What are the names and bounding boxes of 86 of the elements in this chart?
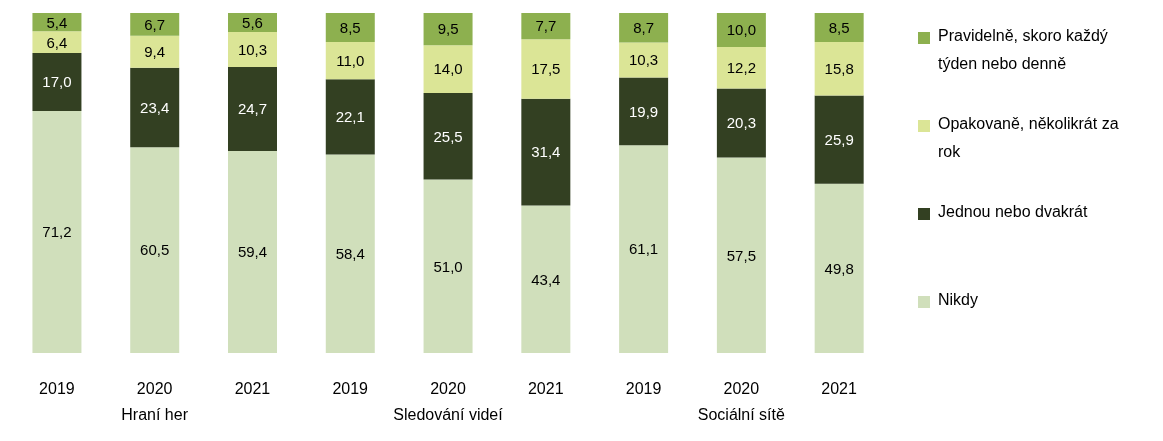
text: Hraní her	[120, 406, 189, 424]
bar	[423, 13, 473, 46]
x-tick-label: 2020	[723, 380, 760, 398]
x-tick-label: 2020	[136, 380, 173, 398]
x-tick-label: 2020	[430, 380, 466, 398]
bar	[325, 79, 375, 155]
bar	[521, 98, 571, 206]
x-tick-label: 2021	[234, 380, 271, 398]
bar	[521, 39, 571, 99]
bar	[130, 147, 180, 353]
data-label: 10,0	[726, 21, 756, 39]
bar	[619, 42, 669, 78]
x-tick-label: 2019	[625, 380, 662, 398]
data-label: 9,4	[144, 43, 166, 61]
data-label: 19,9	[629, 102, 659, 120]
data-label: 10,3	[237, 40, 268, 58]
data-label: 31,4	[531, 143, 561, 161]
legend-label: Opakovaně, několikrát za rok	[938, 114, 1120, 162]
x-tick-label: 2019	[332, 380, 369, 398]
bar	[423, 179, 473, 353]
bar	[228, 151, 277, 353]
legend-label: Nikdy	[938, 290, 979, 310]
data-label: 15,8	[824, 60, 854, 78]
data-label: 17,0	[42, 73, 72, 91]
data-label: 17,5	[531, 60, 561, 78]
bar	[423, 45, 473, 93]
text: Sledování videí	[392, 406, 504, 424]
data-label: 23,4	[140, 98, 170, 116]
data-label: 12,2	[726, 59, 756, 77]
bar	[32, 53, 82, 111]
data-label: 25,5	[433, 127, 463, 145]
bar	[130, 13, 180, 36]
bar	[130, 35, 180, 68]
data-label: 43,4	[531, 270, 561, 288]
bar	[619, 13, 669, 43]
data-label: 7,7	[535, 17, 557, 35]
bar	[716, 88, 766, 158]
legend-label: Pravidelně, skoro každý týden nebo denně	[938, 26, 1109, 74]
bar	[814, 95, 864, 184]
data-label: 71,2	[42, 223, 72, 241]
text: Sociální sítě	[696, 406, 786, 424]
x-tick-label: 2019	[39, 380, 75, 398]
data-label: 6,4	[46, 33, 68, 51]
data-label: 51,0	[433, 257, 463, 275]
data-label: 5,6	[242, 13, 263, 31]
bar	[814, 41, 864, 96]
data-label: 58,4	[335, 245, 365, 263]
bar	[130, 67, 180, 148]
x-tick-label: 2021	[527, 380, 564, 398]
data-label: 9,5	[437, 20, 459, 38]
data-label: 8,5	[339, 18, 361, 36]
bar	[32, 110, 82, 353]
bar	[716, 13, 766, 47]
bar	[716, 47, 766, 89]
bar	[325, 41, 375, 80]
bar	[521, 205, 571, 353]
bar	[325, 13, 375, 42]
bar	[619, 145, 669, 353]
bar	[814, 13, 864, 42]
bar	[521, 13, 571, 40]
x-tick-label: 2021	[821, 380, 858, 398]
data-label: 8,7	[633, 19, 655, 37]
bar	[814, 183, 864, 353]
legend-label: Jednou nebo dvakrát	[938, 202, 1088, 222]
data-label: 25,9	[824, 130, 854, 148]
bar	[619, 77, 669, 146]
data-label: 57,5	[726, 246, 756, 264]
data-label: 10,3	[629, 51, 659, 69]
data-label: 24,7	[237, 100, 268, 118]
bar	[228, 67, 277, 152]
data-label: 60,5	[140, 241, 170, 259]
bar	[32, 31, 82, 54]
data-label: 14,0	[433, 60, 463, 78]
data-label: 61,1	[629, 240, 659, 258]
data-label: 8,5	[828, 18, 850, 36]
bar	[423, 92, 473, 180]
data-label: 11,0	[336, 51, 365, 69]
data-label: 22,1	[335, 108, 365, 126]
bar	[325, 154, 375, 353]
data-label: 5,4	[46, 13, 68, 31]
bar	[228, 32, 277, 68]
data-label: 49,8	[824, 259, 854, 277]
data-label: 6,7	[144, 15, 166, 33]
data-label: 59,4	[237, 243, 268, 261]
data-label: 20,3	[726, 114, 756, 132]
bar	[716, 157, 766, 353]
